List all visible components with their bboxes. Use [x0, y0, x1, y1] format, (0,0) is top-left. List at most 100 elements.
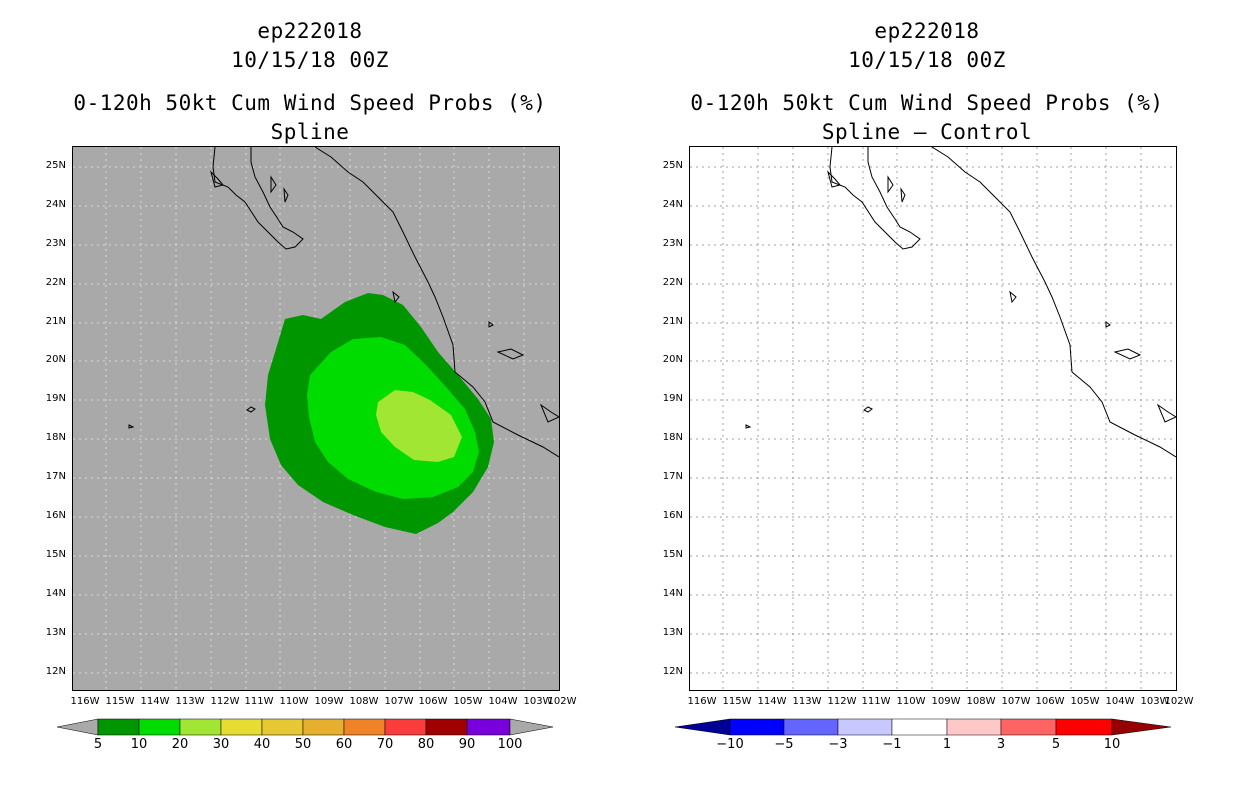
right-colorbar	[675, 718, 1172, 736]
lon-label: 114W	[757, 696, 787, 707]
lon-label: 107W	[384, 696, 414, 707]
right-cb-label: 3	[996, 737, 1006, 752]
left-map-panel	[72, 146, 560, 691]
left-method-title: Spline	[270, 120, 350, 144]
left-cb-label: 40	[253, 737, 271, 752]
left-cb-swatch	[384, 718, 427, 736]
lat-label: 25N	[662, 160, 683, 171]
lon-label: 113W	[792, 696, 822, 707]
right-cb-label: −3	[828, 737, 848, 752]
lon-label: 106W	[1035, 696, 1065, 707]
lon-label: 115W	[105, 696, 135, 707]
right-cb-label: −5	[774, 737, 794, 752]
left-storm-id: ep222018	[257, 19, 363, 43]
lat-label: 21N	[662, 316, 683, 327]
right-cb-label: 1	[942, 737, 952, 752]
lon-label: 107W	[1001, 696, 1031, 707]
lat-label: 24N	[662, 199, 683, 210]
lat-label: 15N	[662, 549, 683, 560]
right-storm-id: ep222018	[874, 19, 980, 43]
right-cb-label: −10	[716, 737, 744, 752]
lat-label: 25N	[45, 160, 66, 171]
left-cb-label: 80	[417, 737, 435, 752]
lon-label: 105W	[1070, 696, 1100, 707]
lat-label: 22N	[662, 277, 683, 288]
lat-label: 17N	[45, 471, 66, 482]
right-cb-label: 10	[1103, 737, 1121, 752]
lon-label: 105W	[453, 696, 483, 707]
right-cb-arrow-low	[675, 718, 731, 736]
left-cb-swatch	[343, 718, 386, 736]
lat-label: 16N	[45, 510, 66, 521]
left-cb-swatch	[302, 718, 345, 736]
right-cb-swatch	[946, 718, 1002, 736]
lon-label: 109W	[931, 696, 961, 707]
left-map-svg	[73, 147, 559, 690]
lon-label: 111W	[244, 696, 274, 707]
left-cb-label: 50	[294, 737, 312, 752]
left-cb-swatch	[466, 718, 511, 736]
lat-label: 19N	[662, 393, 683, 404]
lat-label: 18N	[45, 432, 66, 443]
right-cb-arrow-high	[1111, 718, 1172, 736]
left-product-title: 0-120h 50kt Cum Wind Speed Probs (%)	[73, 91, 547, 115]
lon-label: 114W	[140, 696, 170, 707]
right-product-title: 0-120h 50kt Cum Wind Speed Probs (%)	[690, 91, 1164, 115]
lon-label: 110W	[896, 696, 926, 707]
left-cb-swatch	[425, 718, 468, 736]
lon-label: 108W	[966, 696, 996, 707]
right-cb-swatch	[729, 718, 785, 736]
left-cb-label: 20	[171, 737, 189, 752]
lon-label: 112W	[827, 696, 857, 707]
left-cb-arrow-high	[509, 718, 554, 736]
left-cb-label: 90	[458, 737, 476, 752]
left-cb-swatch	[220, 718, 263, 736]
right-cb-swatch	[783, 718, 839, 736]
lon-label: 103W	[523, 696, 553, 707]
lon-label: 110W	[279, 696, 309, 707]
lon-label: 106W	[418, 696, 448, 707]
lon-label: 116W	[70, 696, 100, 707]
left-cb-label: 5	[93, 737, 103, 752]
left-cb-arrow-low	[57, 718, 99, 736]
right-date: 10/15/18 00Z	[848, 48, 1006, 72]
lat-label: 19N	[45, 393, 66, 404]
lat-label: 13N	[662, 627, 683, 638]
right-method-title: Spline – Control	[821, 120, 1033, 144]
right-gridlines	[690, 147, 1176, 690]
prob-contour-20-30	[376, 390, 462, 462]
lon-label: 112W	[210, 696, 240, 707]
lon-label: 104W	[488, 696, 518, 707]
left-cb-label: 10	[130, 737, 148, 752]
left-coastline	[128, 147, 559, 458]
lat-label: 17N	[662, 471, 683, 482]
lat-label: 22N	[45, 277, 66, 288]
lat-label: 16N	[662, 510, 683, 521]
right-map-panel	[689, 146, 1177, 691]
lat-label: 21N	[45, 316, 66, 327]
lat-label: 20N	[45, 354, 66, 365]
lat-label: 13N	[45, 627, 66, 638]
right-cb-swatch	[1055, 718, 1113, 736]
lat-label: 23N	[662, 238, 683, 249]
lon-label: 104W	[1105, 696, 1135, 707]
lat-label: 14N	[45, 588, 66, 599]
lat-label: 18N	[662, 432, 683, 443]
left-cb-label: 30	[212, 737, 230, 752]
right-coastline	[745, 147, 1176, 458]
left-cb-swatch	[138, 718, 181, 736]
left-date: 10/15/18 00Z	[231, 48, 389, 72]
left-cb-label: 60	[335, 737, 353, 752]
right-cb-swatch	[1000, 718, 1057, 736]
right-cb-label: −1	[882, 737, 902, 752]
lat-label: 12N	[45, 666, 66, 677]
lat-label: 14N	[662, 588, 683, 599]
lon-label: 103W	[1140, 696, 1170, 707]
lon-label: 113W	[175, 696, 205, 707]
lon-label: 116W	[687, 696, 717, 707]
lon-label: 111W	[861, 696, 891, 707]
lon-label: 109W	[314, 696, 344, 707]
left-cb-swatch	[179, 718, 222, 736]
left-colorbar	[57, 718, 554, 736]
right-cb-swatch	[891, 718, 948, 736]
